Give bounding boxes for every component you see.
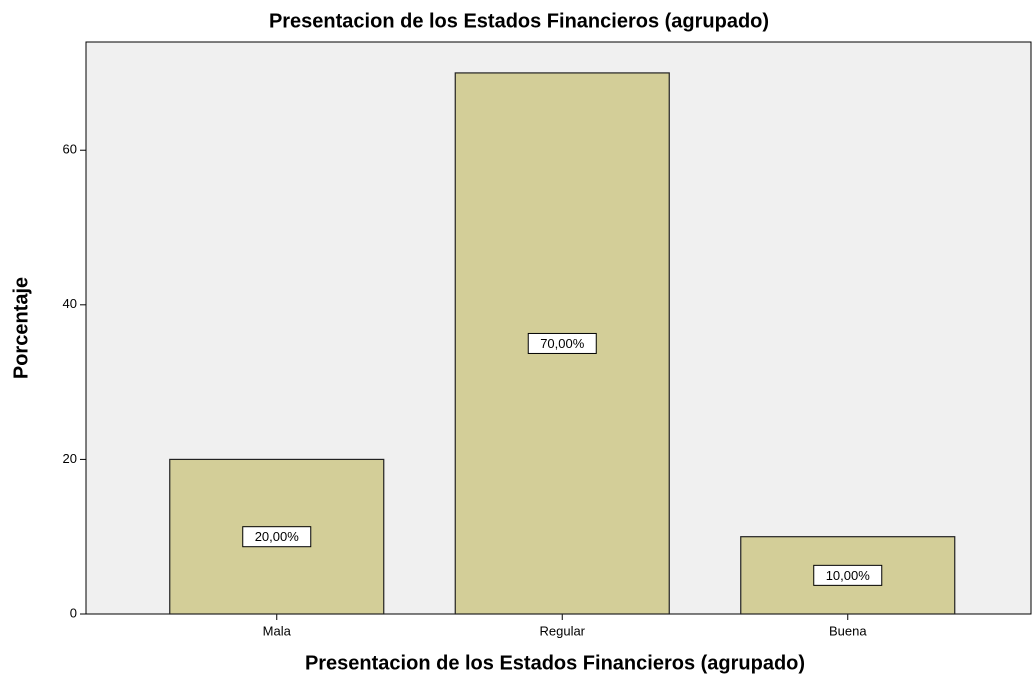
y-tick-label: 20 <box>63 451 77 466</box>
chart-title: Presentacion de los Estados Financieros … <box>269 10 769 32</box>
y-axis-label: Porcentaje <box>10 277 32 379</box>
value-label-box <box>242 526 312 548</box>
value-label-box <box>813 564 883 586</box>
y-tick-label: 40 <box>63 296 77 311</box>
y-tick-label: 0 <box>70 605 77 620</box>
x-tick-label: Regular <box>539 623 585 638</box>
value-label-box <box>527 332 597 354</box>
y-tick-label: 60 <box>63 142 77 157</box>
x-axis-label: Presentacion de los Estados Financieros … <box>305 652 805 674</box>
value-label: 20,00% <box>255 529 300 544</box>
x-tick-label: Buena <box>829 623 867 638</box>
x-tick-label: Mala <box>263 623 292 638</box>
value-label: 10,00% <box>826 568 871 583</box>
value-label: 70,00% <box>540 336 585 351</box>
